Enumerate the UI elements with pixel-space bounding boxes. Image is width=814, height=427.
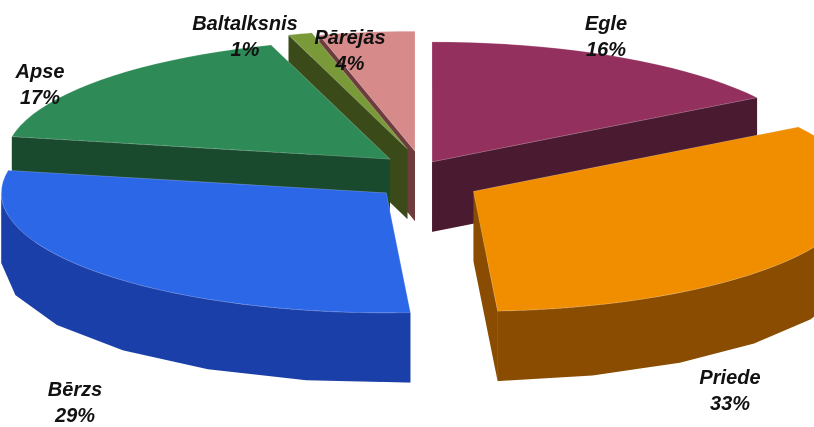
label-apse-value: 17% bbox=[20, 87, 60, 109]
pie-slice-b-rzs bbox=[0, 169, 411, 383]
label-egle-name: Egle bbox=[585, 13, 627, 35]
label-parejas-value: 4% bbox=[335, 53, 365, 75]
pie-slices bbox=[0, 30, 814, 383]
slice-top bbox=[0, 169, 411, 314]
label-priede-value: 33% bbox=[710, 393, 750, 415]
slice-cut-wall bbox=[473, 191, 498, 382]
label-baltalksnis-name: Baltalksnis bbox=[192, 13, 298, 35]
slice-top bbox=[11, 44, 392, 160]
pie-slice-priede bbox=[472, 126, 814, 382]
label-baltalksnis-value: 1% bbox=[231, 39, 260, 61]
label-berzs-value: 29% bbox=[54, 405, 95, 427]
slice-top bbox=[472, 126, 814, 312]
slice-side bbox=[1, 192, 411, 383]
label-parejas-name: Pārējās bbox=[314, 27, 385, 49]
label-apse-name: Apse bbox=[15, 61, 65, 83]
slice-side bbox=[497, 247, 814, 382]
slice-top bbox=[287, 32, 408, 150]
label-berzs-name: Bērzs bbox=[48, 379, 102, 401]
label-egle-value: 16% bbox=[586, 39, 626, 61]
slice-top bbox=[431, 41, 759, 163]
label-priede-name: Priede bbox=[699, 367, 760, 389]
slice-top bbox=[318, 30, 416, 153]
